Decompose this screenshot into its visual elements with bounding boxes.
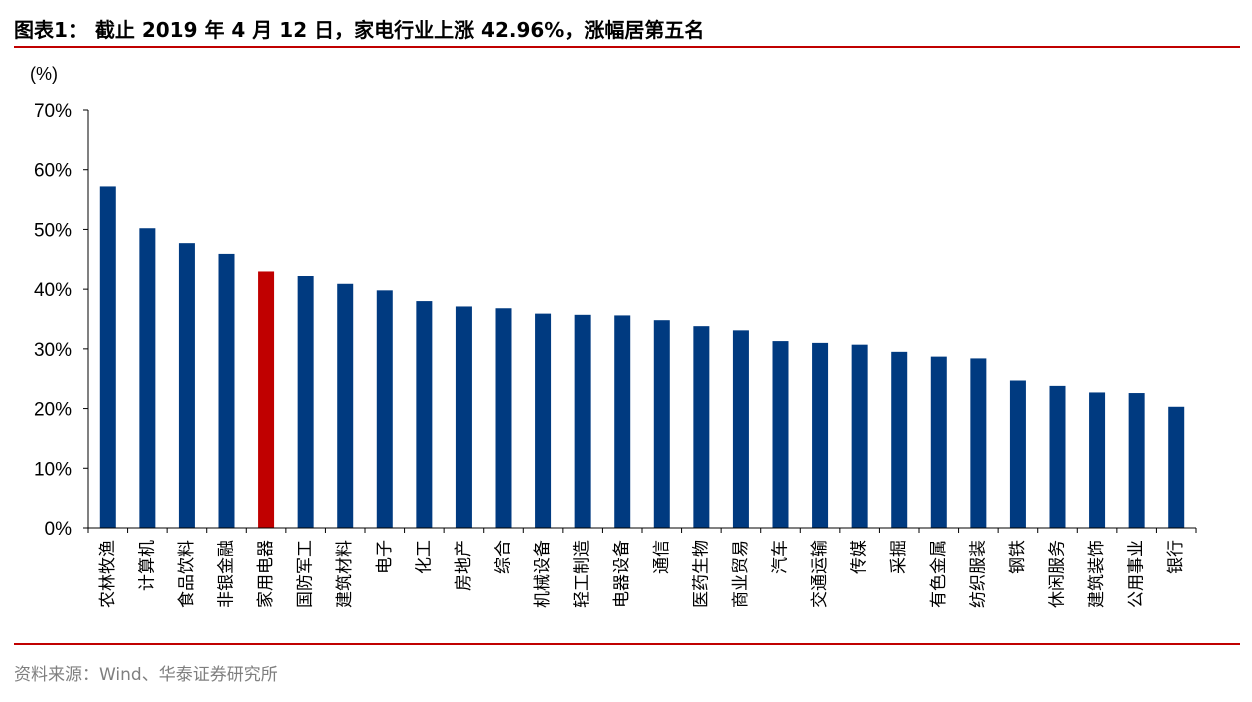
bar — [178, 243, 195, 529]
bar — [851, 344, 868, 528]
bar — [297, 276, 314, 528]
x-tick-label: 非银金融 — [217, 540, 237, 608]
bar — [495, 308, 512, 528]
bar — [891, 351, 908, 528]
y-tick-label: 0% — [45, 519, 73, 540]
x-tick-label: 汽车 — [771, 540, 791, 574]
x-tick-label: 休闲服务 — [1048, 540, 1068, 608]
bar — [376, 290, 393, 528]
bar — [218, 253, 235, 528]
y-tick-label: 60% — [34, 161, 72, 182]
bar — [812, 342, 829, 528]
x-tick-label: 银行 — [1166, 540, 1186, 574]
bar — [970, 358, 987, 528]
x-tick-label: 纺织服装 — [968, 540, 988, 608]
x-tick-label: 化工 — [414, 540, 434, 574]
bar — [574, 314, 591, 528]
bar — [1009, 380, 1026, 528]
x-tick-label: 采掘 — [889, 540, 909, 574]
x-tick-label: 公用事业 — [1127, 540, 1147, 608]
x-tick-label: 家用电器 — [256, 540, 276, 608]
y-tick-label: 70% — [34, 101, 72, 122]
y-tick-label: 10% — [34, 459, 72, 480]
x-tick-label: 交通运输 — [810, 540, 830, 608]
bar — [732, 330, 749, 528]
bar — [1049, 385, 1066, 528]
y-tick-label: 20% — [34, 400, 72, 421]
x-tick-labels: 农林牧渔 计算机 食品饮料 非银金融 家用电器 国防军工 建筑材料 电子 化工 房地产 综合 机械设备… — [98, 540, 1186, 608]
x-tick-label: 商业贸易 — [731, 540, 751, 608]
x-tick-label: 计算机 — [137, 540, 157, 591]
bar — [535, 313, 552, 528]
bar — [614, 315, 631, 528]
bars-group — [99, 186, 1185, 529]
y-tick-marks — [83, 109, 88, 529]
x-tick-label: 传媒 — [850, 540, 870, 574]
x-tick-label: 建筑材料 — [335, 540, 355, 608]
bar — [1128, 393, 1145, 528]
bar — [1168, 406, 1185, 528]
x-tick-label: 钢铁 — [1008, 540, 1028, 574]
bar — [337, 283, 354, 528]
bar-highlight — [258, 271, 275, 528]
source-note: 资料来源：Wind、华泰证券研究所 — [14, 665, 278, 685]
bar — [455, 306, 472, 528]
bar — [772, 341, 789, 528]
source-divider — [14, 643, 1240, 645]
x-tick-label: 国防军工 — [296, 540, 316, 608]
x-tick-label: 轻工制造 — [573, 540, 593, 608]
x-tick-label: 农林牧渔 — [98, 540, 118, 608]
x-tick-label: 通信 — [652, 540, 672, 574]
bar — [416, 301, 433, 528]
x-tick-label: 电器设备 — [612, 540, 632, 608]
y-tick-labels: 0% 10% 20% 30% 40% 50% 60% 70% — [34, 101, 72, 540]
y-tick-label: 50% — [34, 220, 72, 241]
bar — [1089, 392, 1106, 528]
x-tick-label: 综合 — [494, 540, 514, 574]
title-divider — [14, 46, 1240, 48]
y-tick-label: 30% — [34, 340, 72, 361]
x-tick-marks — [87, 528, 1197, 533]
x-tick-label: 食品饮料 — [177, 540, 197, 608]
bar — [139, 228, 156, 528]
bar — [653, 320, 670, 528]
figure-title: 图表1： 截止 2019 年 4 月 12 日，家电行业上涨 42.96%，涨幅… — [14, 18, 705, 42]
bar — [99, 186, 116, 529]
y-axis-label: (%) — [30, 64, 58, 84]
x-tick-label: 电子 — [375, 540, 395, 574]
x-tick-label: 机械设备 — [533, 540, 553, 608]
x-tick-label: 建筑装饰 — [1087, 540, 1107, 608]
bar — [693, 326, 710, 528]
bar — [930, 356, 947, 528]
x-tick-label: 医药生物 — [691, 540, 711, 608]
x-tick-label: 房地产 — [454, 540, 474, 591]
y-tick-label: 40% — [34, 280, 72, 301]
x-tick-label: 有色金属 — [929, 540, 949, 608]
